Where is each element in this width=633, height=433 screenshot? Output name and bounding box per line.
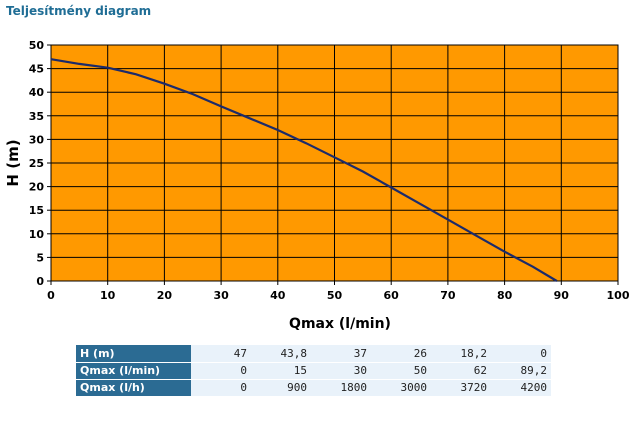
table-cell: 3720 (431, 378, 491, 396)
y-tick-label: 10 (29, 228, 45, 241)
table-cell: 47 (191, 345, 251, 362)
x-axis-label: Qmax (l/min) (289, 316, 391, 332)
table-row: H (m) 47 43,8 37 26 18,2 0 (76, 345, 551, 362)
table-cell: 3000 (371, 378, 431, 396)
table-row: Qmax (l/h) 0 900 1800 3000 3720 4200 (76, 378, 551, 396)
table-cell: 50 (371, 361, 431, 379)
x-tick-label: 20 (157, 289, 173, 302)
table-row: Qmax (l/min) 0 15 30 50 62 89,2 (76, 361, 551, 379)
table-cell: 0 (191, 378, 251, 396)
y-tick-label: 25 (29, 157, 44, 170)
row-header: Qmax (l/h) (76, 378, 191, 396)
table-cell: 0 (191, 361, 251, 379)
y-tick-label: 20 (29, 181, 45, 194)
performance-table: H (m) 47 43,8 37 26 18,2 0 Qmax (l/min) … (76, 345, 551, 396)
y-tick-label: 5 (36, 251, 44, 264)
y-tick-label: 30 (29, 133, 45, 146)
table-cell: 62 (431, 361, 491, 379)
x-tick-label: 60 (384, 289, 400, 302)
chart-title: Teljesítmény diagram (6, 4, 152, 18)
y-tick-label: 45 (29, 63, 44, 76)
table-cell: 26 (371, 345, 431, 362)
table-cell: 18,2 (431, 345, 491, 362)
x-tick-label: 70 (440, 289, 456, 302)
table-cell: 89,2 (491, 361, 551, 379)
performance-curve (50, 58, 558, 282)
y-axis-ticks: 0 5 10 15 20 25 30 35 40 45 50 (29, 39, 51, 288)
table-cell: 4200 (491, 378, 551, 396)
x-axis-ticks: 0 10 20 30 40 50 60 70 80 90 100 (47, 281, 630, 302)
y-tick-label: 15 (29, 204, 44, 217)
table-cell: 30 (311, 361, 371, 379)
y-tick-label: 50 (29, 39, 45, 52)
x-tick-label: 50 (327, 289, 343, 302)
y-tick-label: 0 (36, 275, 44, 288)
table-cell: 0 (491, 345, 551, 362)
x-tick-label: 30 (213, 289, 229, 302)
table-cell: 900 (251, 378, 311, 396)
grid-lines (51, 45, 618, 281)
table-cell: 37 (311, 345, 371, 362)
x-tick-label: 10 (100, 289, 116, 302)
x-tick-label: 80 (497, 289, 513, 302)
table-cell: 15 (251, 361, 311, 379)
y-tick-label: 40 (29, 86, 45, 99)
y-axis-label: H (m) (4, 139, 22, 186)
x-tick-label: 0 (47, 289, 55, 302)
y-tick-label: 35 (29, 110, 44, 123)
table-cell: 43,8 (251, 345, 311, 362)
row-header: Qmax (l/min) (76, 361, 191, 379)
performance-chart: 0 5 10 15 20 25 30 35 40 45 50 0 10 20 30 40 50 60 70 80 90… (4, 39, 630, 332)
x-tick-label: 90 (554, 289, 570, 302)
table-cell: 1800 (311, 378, 371, 396)
x-tick-label: 100 (607, 289, 630, 302)
row-header: H (m) (76, 345, 191, 362)
x-tick-label: 40 (270, 289, 286, 302)
